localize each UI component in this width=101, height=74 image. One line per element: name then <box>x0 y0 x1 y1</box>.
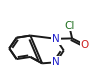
Text: Cl: Cl <box>64 21 74 31</box>
Text: N: N <box>52 34 60 44</box>
Text: O: O <box>81 40 89 50</box>
Text: N: N <box>52 57 60 67</box>
